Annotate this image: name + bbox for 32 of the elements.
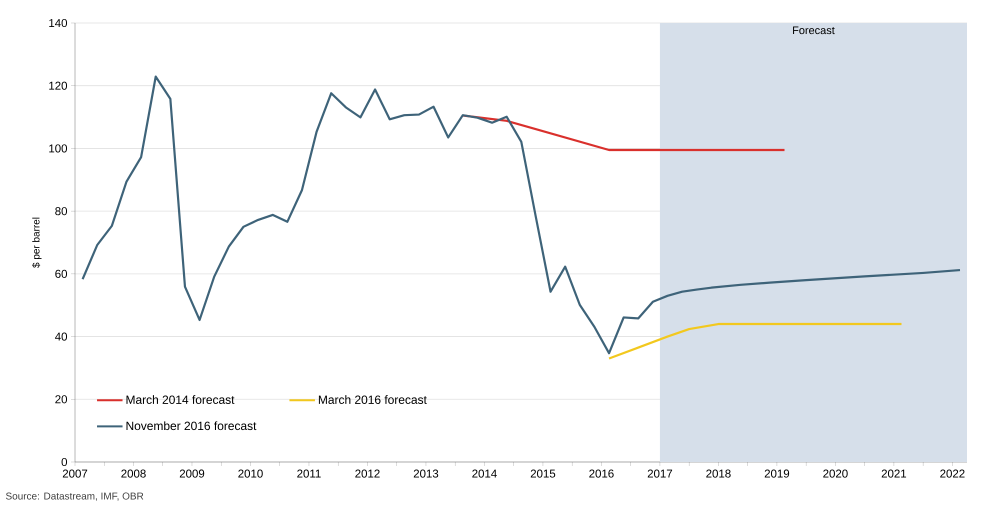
x-tick-label: 2019 <box>764 470 790 478</box>
x-tick-label: 2014 <box>472 470 497 478</box>
x-tick-label: 2022 <box>940 470 965 478</box>
y-tick-label: 20 <box>55 395 68 404</box>
x-tick-label: 2007 <box>62 470 88 478</box>
y-tick-label: 0 <box>62 458 68 466</box>
line-series <box>608 322 903 360</box>
y-tick-label: 80 <box>55 207 68 216</box>
x-tick-label: 2021 <box>882 470 906 478</box>
y-tick-label: 40 <box>55 332 68 341</box>
y-tick-label: 100 <box>49 144 68 152</box>
x-tick-label: 2009 <box>180 470 204 478</box>
x-tick-label: 2017 <box>648 470 672 478</box>
y-axis-title: $ per barrel <box>32 218 42 268</box>
x-tick-label: 2012 <box>355 470 380 478</box>
source-note: Source: Datastream, IMF, OBR <box>6 492 144 501</box>
y-tick-label: 60 <box>55 270 68 278</box>
legend-label: November 2016 forecast <box>126 421 256 430</box>
legend-label: March 2016 forecast <box>318 395 427 404</box>
x-tick-label: 2015 <box>530 470 556 478</box>
x-tick-label: 2010 <box>238 470 263 478</box>
line-series <box>82 76 962 354</box>
x-tick-label: 2013 <box>414 470 438 478</box>
y-tick-label: 120 <box>49 82 68 90</box>
x-tick-label: 2011 <box>297 470 321 478</box>
y-tick-label: 140 <box>49 18 68 28</box>
band-label: Forecast <box>793 26 835 34</box>
x-tick-label: 2020 <box>823 470 848 478</box>
legend-label: March 2014 forecast <box>126 395 234 404</box>
x-tick-label: 2016 <box>589 470 614 478</box>
x-tick-label: 2008 <box>121 470 146 478</box>
x-tick-label: 2018 <box>706 470 731 478</box>
